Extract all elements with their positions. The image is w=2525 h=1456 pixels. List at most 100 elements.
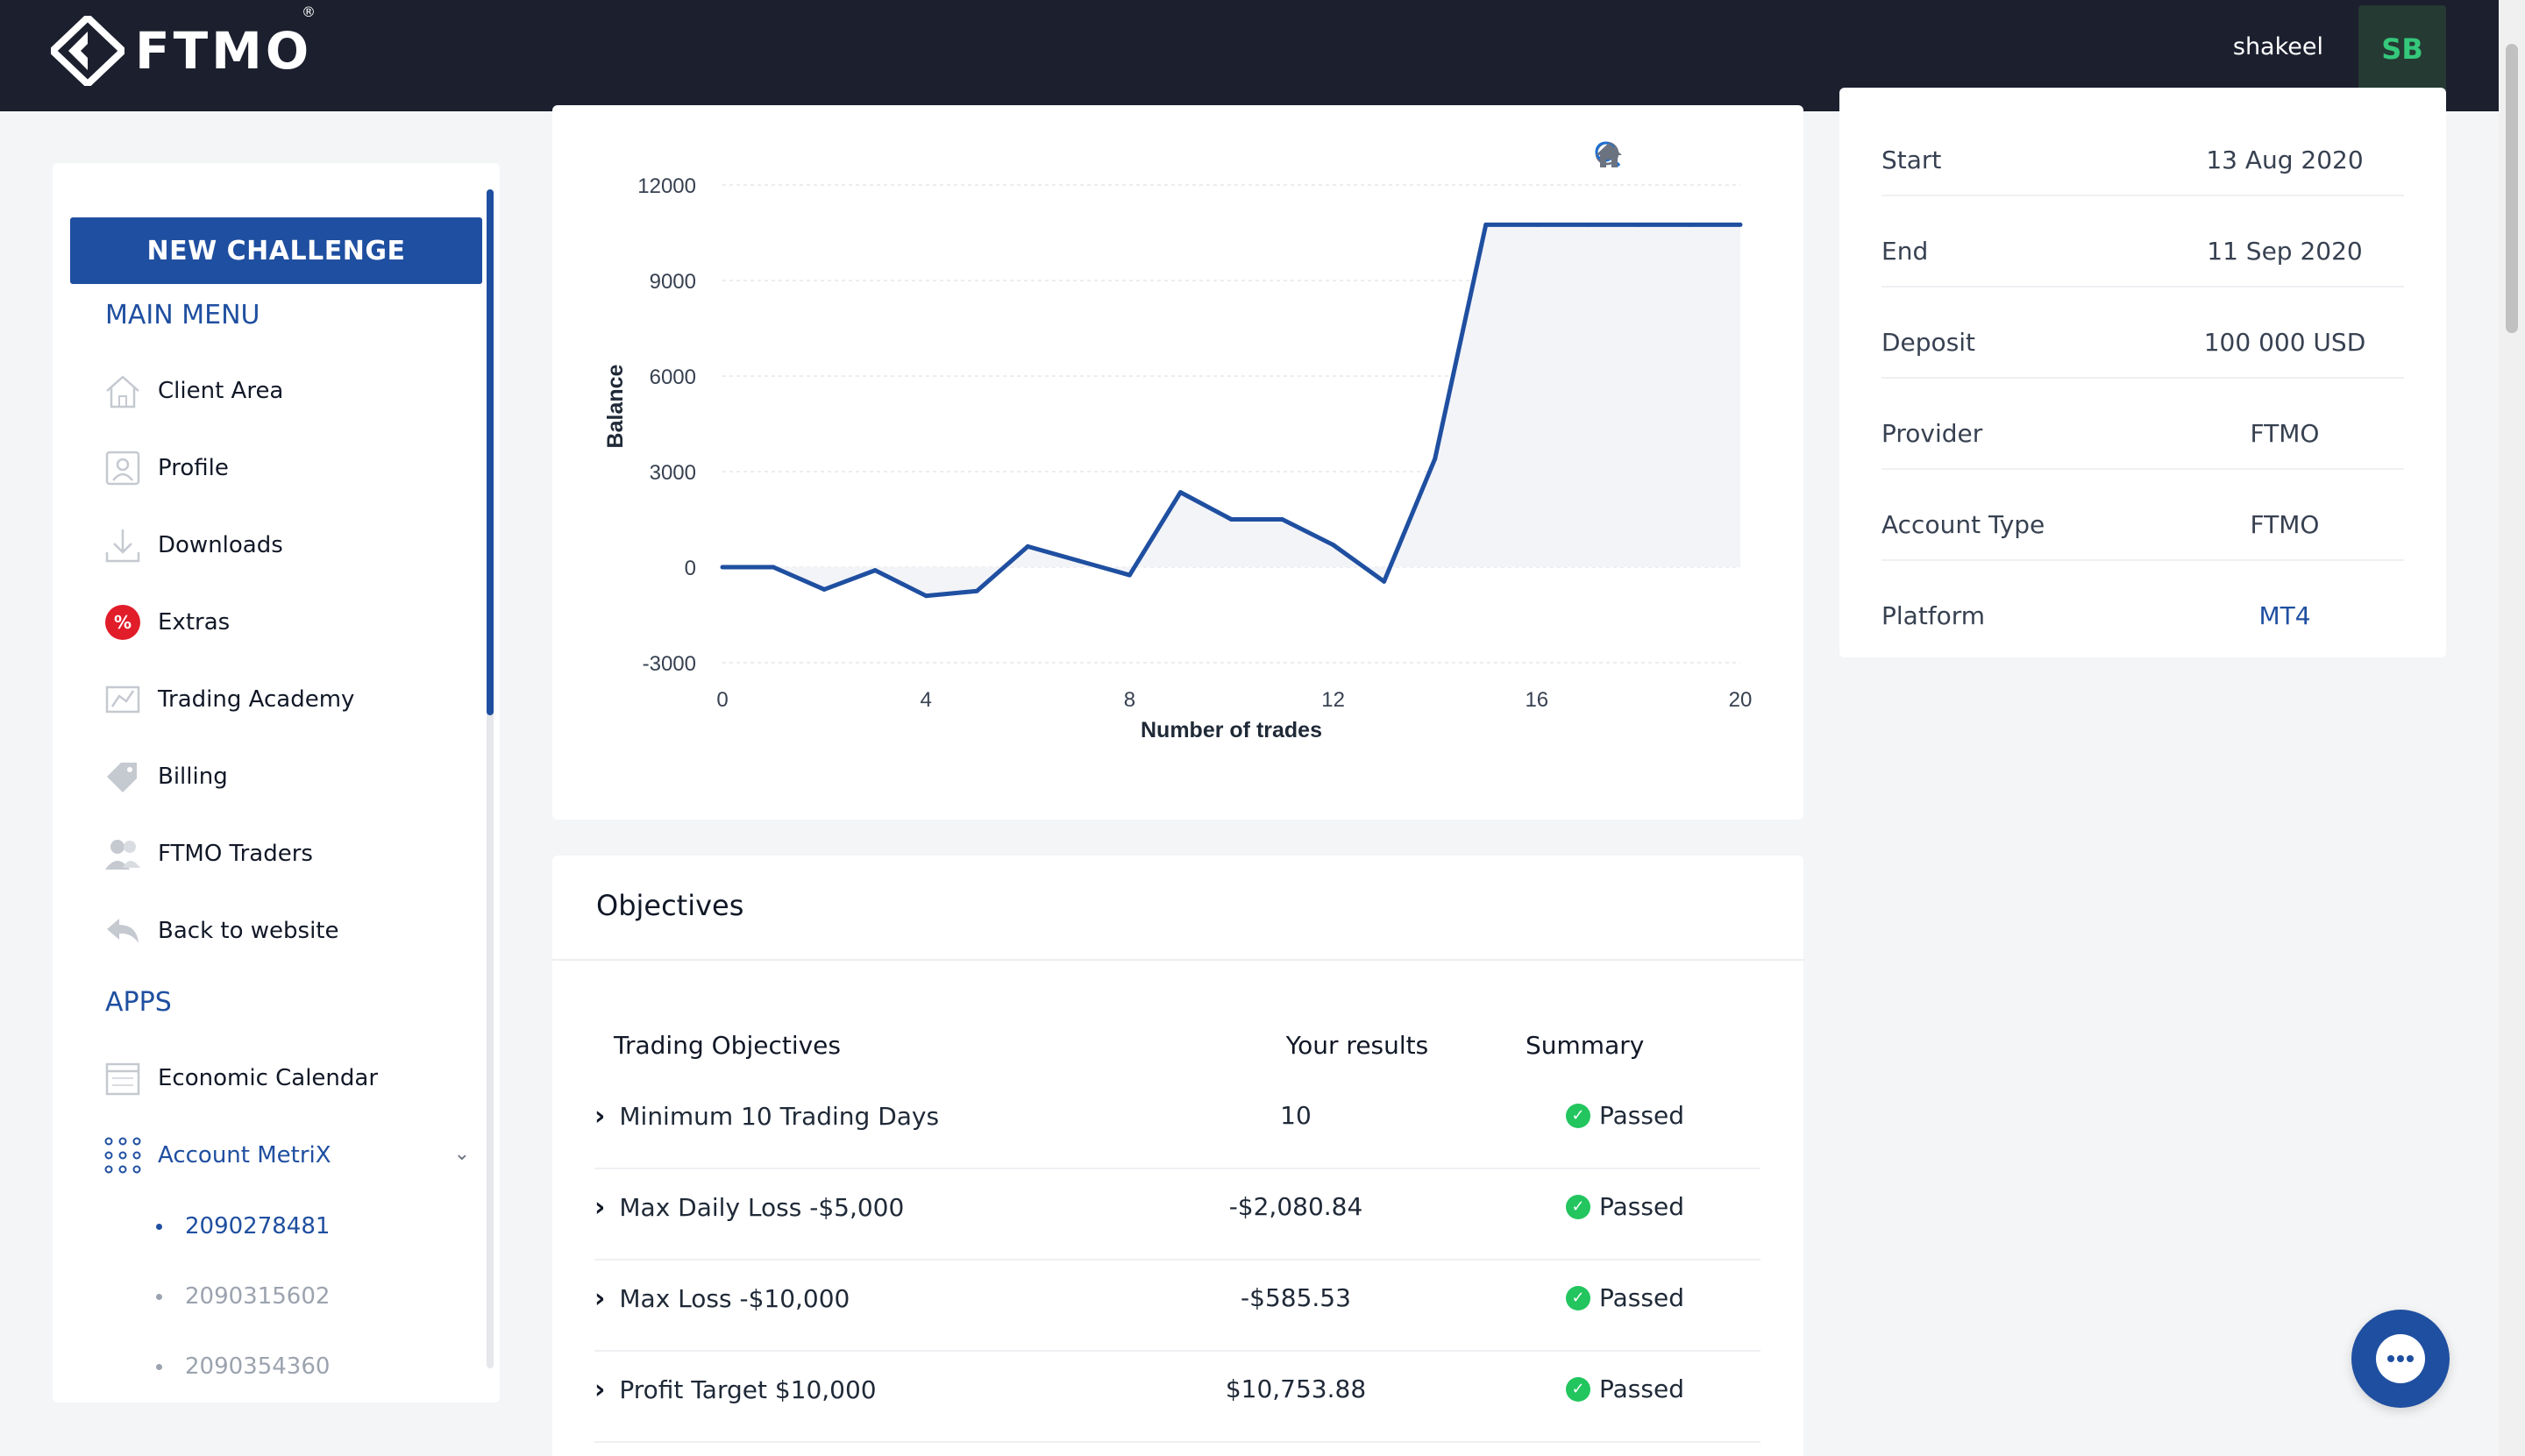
- x-tick-label: 0: [716, 688, 728, 712]
- data-point: [1025, 543, 1030, 549]
- y-tick-label: 0: [685, 557, 696, 580]
- platform-link[interactable]: MT4: [2258, 601, 2311, 630]
- y-tick-label: 9000: [650, 270, 696, 294]
- header-summary: Summary: [1526, 1031, 1645, 1060]
- objective-summary: Passed: [1599, 1101, 1684, 1130]
- chevron-down-icon[interactable]: ⌄: [453, 1143, 470, 1165]
- main-menu-title: MAIN MENU: [105, 300, 260, 330]
- header-your-results: Your results: [1285, 1031, 1429, 1060]
- objective-summary: Passed: [1599, 1283, 1684, 1312]
- balance-chart-card: 12000 9000 6000 3000 0 -3000 0 4 8 12 16 20 Number o…: [552, 105, 1803, 820]
- objectives-card: Objectives Trading Objectives Your resul…: [552, 856, 1803, 1456]
- sidebar-item-back-to-website[interactable]: Back to website: [102, 905, 470, 957]
- page-scrollbar[interactable]: [2499, 0, 2525, 1456]
- info-row-deposit: Deposit 100 000 USD: [1881, 288, 2404, 379]
- check-circle-icon: ✓: [1566, 1194, 1590, 1219]
- objective-summary: Passed: [1599, 1374, 1684, 1403]
- chevron-right-icon[interactable]: ›: [594, 1374, 606, 1405]
- data-point: [822, 586, 827, 592]
- sidebar: NEW CHALLENGE MAIN MENU Client Area Prof…: [53, 163, 500, 1403]
- info-value: 13 Aug 2020: [2206, 146, 2364, 174]
- sidebar-item-account-metrix[interactable]: Account MetriX ⌄: [102, 1129, 470, 1182]
- info-row-provider: Provider FTMO: [1881, 379, 2404, 470]
- avatar[interactable]: SB: [2358, 5, 2446, 93]
- sidebar-item-label: Downloads: [158, 532, 283, 558]
- x-tick-label: 16: [1525, 688, 1548, 712]
- data-point: [872, 568, 878, 573]
- percent-badge-icon: %: [102, 601, 144, 643]
- sidebar-item-label: Account MetriX: [158, 1142, 331, 1168]
- sidebar-item-trading-academy[interactable]: Trading Academy: [102, 673, 470, 726]
- y-tick-label: 3000: [650, 461, 696, 485]
- data-point: [1331, 543, 1336, 548]
- data-point: [771, 565, 776, 570]
- sidebar-item-label: Trading Academy: [158, 686, 355, 713]
- data-point: [1382, 579, 1387, 584]
- y-tick-label: -3000: [643, 652, 696, 676]
- header-trading-objectives: Trading Objectives: [614, 1031, 841, 1060]
- objective-summary: Passed: [1599, 1192, 1684, 1221]
- series-area-fill: [722, 224, 1740, 596]
- sidebar-item-label: Extras: [158, 609, 231, 636]
- objectives-title: Objectives: [596, 889, 744, 922]
- calendar-icon: [102, 1057, 144, 1099]
- sidebar-item-label: Profile: [158, 455, 229, 481]
- info-key: Platform: [1881, 601, 1986, 630]
- objective-result: $10,753.88: [1225, 1374, 1367, 1403]
- sidebar-scrollbar-thumb[interactable]: [487, 189, 494, 715]
- objective-name: Minimum 10 Trading Days: [619, 1102, 940, 1131]
- info-row-platform: Platform MT4: [1881, 561, 2404, 652]
- sidebar-item-label: Back to website: [158, 918, 339, 944]
- registered-mark: ®: [302, 4, 316, 20]
- sidebar-scrollbar[interactable]: [487, 189, 494, 1368]
- info-row-account-type: Account Type FTMO: [1881, 470, 2404, 561]
- info-value: 11 Sep 2020: [2207, 237, 2363, 266]
- sidebar-item-downloads[interactable]: Downloads: [102, 519, 470, 572]
- sidebar-item-extras[interactable]: % Extras: [102, 596, 470, 649]
- back-arrow-icon: [102, 910, 144, 952]
- account-item[interactable]: 2090354360: [156, 1353, 330, 1380]
- sidebar-item-label: FTMO Traders: [158, 841, 313, 867]
- academy-icon: [102, 678, 144, 721]
- ftmo-logo[interactable]: FTMO: [51, 16, 312, 86]
- home-icon: [102, 370, 144, 412]
- chevron-right-icon[interactable]: ›: [594, 1283, 606, 1314]
- info-key: Account Type: [1881, 510, 2045, 539]
- account-number: 2090354360: [185, 1353, 331, 1380]
- bullet-icon: [156, 1363, 162, 1370]
- account-item[interactable]: 2090315602: [156, 1283, 330, 1310]
- sidebar-item-ftmo-traders[interactable]: FTMO Traders: [102, 827, 470, 880]
- info-row-end: End 11 Sep 2020: [1881, 196, 2404, 288]
- account-item[interactable]: 2090278481: [156, 1213, 330, 1239]
- chevron-right-icon[interactable]: ›: [594, 1192, 606, 1223]
- sidebar-item-client-area[interactable]: Client Area: [102, 365, 470, 417]
- sidebar-item-economic-calendar[interactable]: Economic Calendar: [102, 1052, 470, 1104]
- objective-row[interactable]: › Minimum 10 Trading Days 10 ✓ Passed: [594, 1078, 1760, 1169]
- traders-icon: [102, 833, 144, 875]
- y-tick-label: 12000: [637, 174, 696, 198]
- username[interactable]: shakeel: [2232, 33, 2323, 60]
- data-point: [1280, 517, 1285, 522]
- sidebar-item-profile[interactable]: Profile: [102, 442, 470, 494]
- dots-grid-icon: [102, 1134, 144, 1176]
- objective-row[interactable]: › Max Daily Loss -$5,000 -$2,080.84 ✓ Pass…: [594, 1169, 1760, 1261]
- home-reset-icon[interactable]: [1596, 140, 1745, 170]
- info-key: Start: [1881, 146, 1942, 174]
- page-scrollbar-thumb[interactable]: [2506, 44, 2518, 333]
- chevron-right-icon[interactable]: ›: [594, 1101, 606, 1132]
- objective-row[interactable]: › Profit Target $10,000 $10,753.88 ✓ Passe…: [594, 1352, 1760, 1443]
- apps-title: APPS: [105, 987, 172, 1018]
- bullet-icon: [156, 1223, 162, 1230]
- top-bar: FTMO ® shakeel SB: [0, 0, 2499, 111]
- data-point: [1636, 222, 1641, 227]
- new-challenge-button[interactable]: NEW CHALLENGE: [70, 217, 482, 284]
- chat-button[interactable]: [2351, 1310, 2450, 1408]
- sidebar-item-label: Economic Calendar: [158, 1065, 379, 1091]
- data-point: [1534, 222, 1540, 227]
- y-axis-label: Balance: [603, 364, 628, 448]
- objective-name: Profit Target $10,000: [619, 1375, 877, 1404]
- data-point: [1076, 558, 1081, 564]
- objective-row[interactable]: › Max Loss -$10,000 -$585.53 ✓ Passed: [594, 1261, 1760, 1352]
- sidebar-item-billing[interactable]: Billing: [102, 750, 470, 803]
- bullet-icon: [156, 1293, 162, 1300]
